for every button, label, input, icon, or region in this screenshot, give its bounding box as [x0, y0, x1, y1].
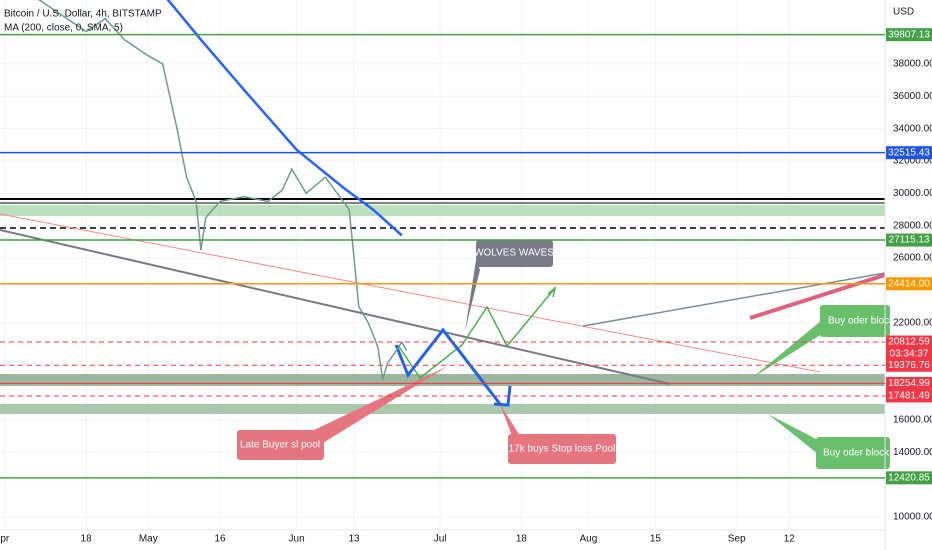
zone	[0, 374, 885, 386]
legend-entry: MA (200, close, 0, SMA, 5)	[4, 23, 123, 34]
price-label-box	[886, 335, 932, 362]
x-tick-label: 15	[650, 534, 662, 545]
price-label: 32515.43	[888, 147, 930, 158]
callout	[816, 437, 890, 469]
wave	[397, 287, 556, 380]
x-tick-label: Aug	[580, 534, 598, 545]
price-label-box	[886, 233, 932, 247]
ma-line	[166, 0, 403, 237]
x-tick-label: 18	[516, 534, 528, 545]
zone	[0, 205, 885, 216]
x-tick-label: Jun	[289, 534, 305, 545]
x-tick-label: May	[139, 534, 158, 545]
x-tick-label: Sep	[728, 534, 746, 545]
x-tick-label: 13	[348, 534, 360, 545]
callout-pointer	[752, 320, 822, 378]
price-label-box	[886, 358, 932, 372]
y-tick-label: 28000.00	[893, 220, 932, 231]
price-label: 18254.99	[888, 378, 930, 389]
callout-pointer	[465, 260, 480, 331]
price-label-box	[886, 471, 932, 485]
price-label: 24414.00	[888, 278, 930, 289]
price-label: 20812.59	[888, 337, 930, 348]
trendline	[749, 273, 886, 320]
callout-text: Late Buyer sl pool	[240, 440, 320, 451]
y-tick-label: 36000.00	[893, 91, 932, 102]
price-label-box	[886, 28, 932, 42]
y-tick-label: 38000.00	[893, 59, 932, 70]
y-tick-label: 32000.00	[893, 156, 932, 167]
callout-text: Buy oder block	[828, 316, 895, 327]
price-label: 39807.13	[888, 29, 930, 40]
y-tick-label: 16000.00	[893, 415, 932, 426]
callout-pointer	[310, 366, 448, 446]
callout	[508, 434, 616, 464]
x-tick-label: 16	[214, 534, 226, 545]
y-tick-label: 30000.00	[893, 188, 932, 199]
price-label: 12420.85	[888, 472, 930, 483]
arrowhead	[547, 285, 557, 298]
price-line	[38, 0, 408, 380]
price-label-box	[886, 376, 932, 390]
zone	[0, 404, 885, 414]
price-label-box	[886, 389, 932, 403]
trendline	[0, 229, 671, 385]
y-tick-label: 22000.00	[893, 317, 932, 328]
trendline	[582, 272, 886, 327]
countdown: 03:34:37	[890, 349, 929, 360]
callout-text: Buy oder block	[823, 448, 890, 459]
price-label: 27115.13	[889, 235, 930, 246]
x-tick-label: 18	[81, 534, 93, 545]
callout-pointer	[500, 404, 520, 436]
y-tick-label: 26000.00	[893, 253, 932, 264]
price-label-box	[886, 277, 932, 291]
y-tick-label: 10000.00	[893, 512, 932, 523]
callout-text: WOLVES WAVES	[474, 248, 554, 259]
price-label: 17481.49	[888, 391, 930, 402]
price-label-box	[886, 146, 932, 160]
y-tick-label: 34000.00	[893, 123, 932, 134]
callout	[820, 305, 890, 337]
arrowhead	[493, 385, 512, 407]
trendline	[0, 213, 821, 373]
callout-pointer	[768, 414, 818, 454]
legend-entry: Bitcoin / U.S. Dollar, 4h, BITSTAMP	[4, 9, 162, 20]
wave	[394, 327, 502, 405]
y-tick-label: 14000.00	[893, 447, 932, 458]
currency: USD	[893, 7, 914, 18]
callout	[237, 430, 324, 460]
x-tick-label: pr	[0, 534, 10, 545]
x-tick-label: Jul	[434, 534, 447, 545]
x-tick-label: 12	[784, 534, 796, 545]
callout-text: 17k buys Stop loss Pool	[509, 444, 616, 455]
callout	[476, 240, 553, 267]
price-label: 19376.76	[888, 360, 930, 371]
